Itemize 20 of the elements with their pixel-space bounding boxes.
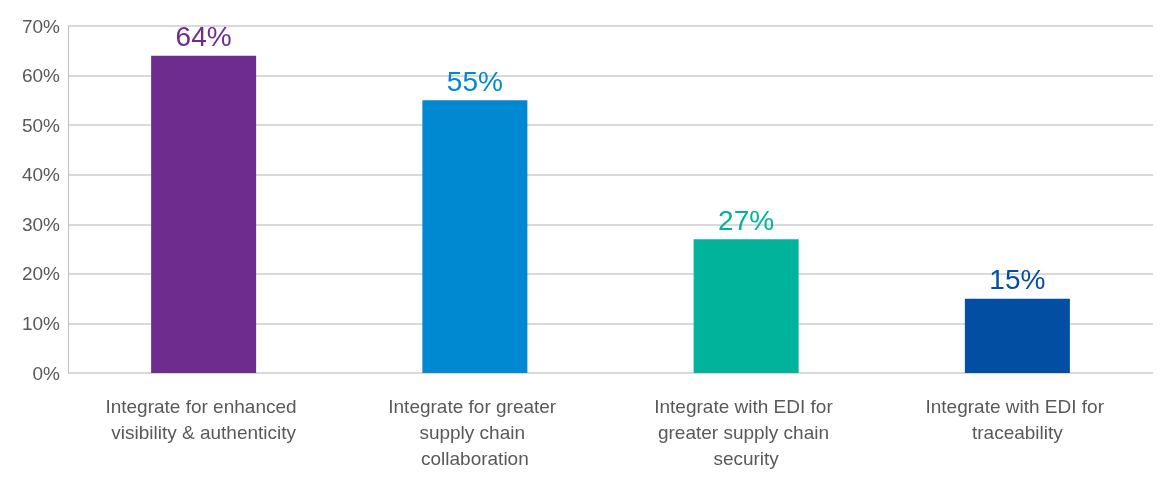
y-tick-label: 30% [21, 213, 61, 235]
x-tick-label: Integrate for greater supply chain collaboration [388, 395, 562, 469]
y-tick-label: 50% [21, 114, 61, 136]
y-tick-label: 60% [21, 65, 61, 87]
data-label: 15% [989, 264, 1046, 296]
y-tick-label: 10% [21, 312, 61, 334]
bar [422, 100, 528, 373]
data-label: 55% [446, 65, 503, 97]
x-tick-label: Integrate with EDI for greater supply chain security [654, 395, 838, 469]
x-tick-label: Integrate for enhanced visibility & authenticity [105, 395, 302, 443]
bar [964, 298, 1070, 373]
data-label: 27% [718, 204, 775, 236]
y-tick-label: 40% [21, 164, 61, 186]
y-tick-label: 0% [32, 362, 61, 384]
y-tick-label: 20% [21, 263, 61, 285]
data-label: 64% [175, 21, 232, 53]
bar [151, 55, 257, 373]
y-tick-label: 70% [21, 15, 61, 37]
x-tick-label: Integrate with EDI for traceability [925, 395, 1110, 443]
bar [693, 239, 799, 373]
